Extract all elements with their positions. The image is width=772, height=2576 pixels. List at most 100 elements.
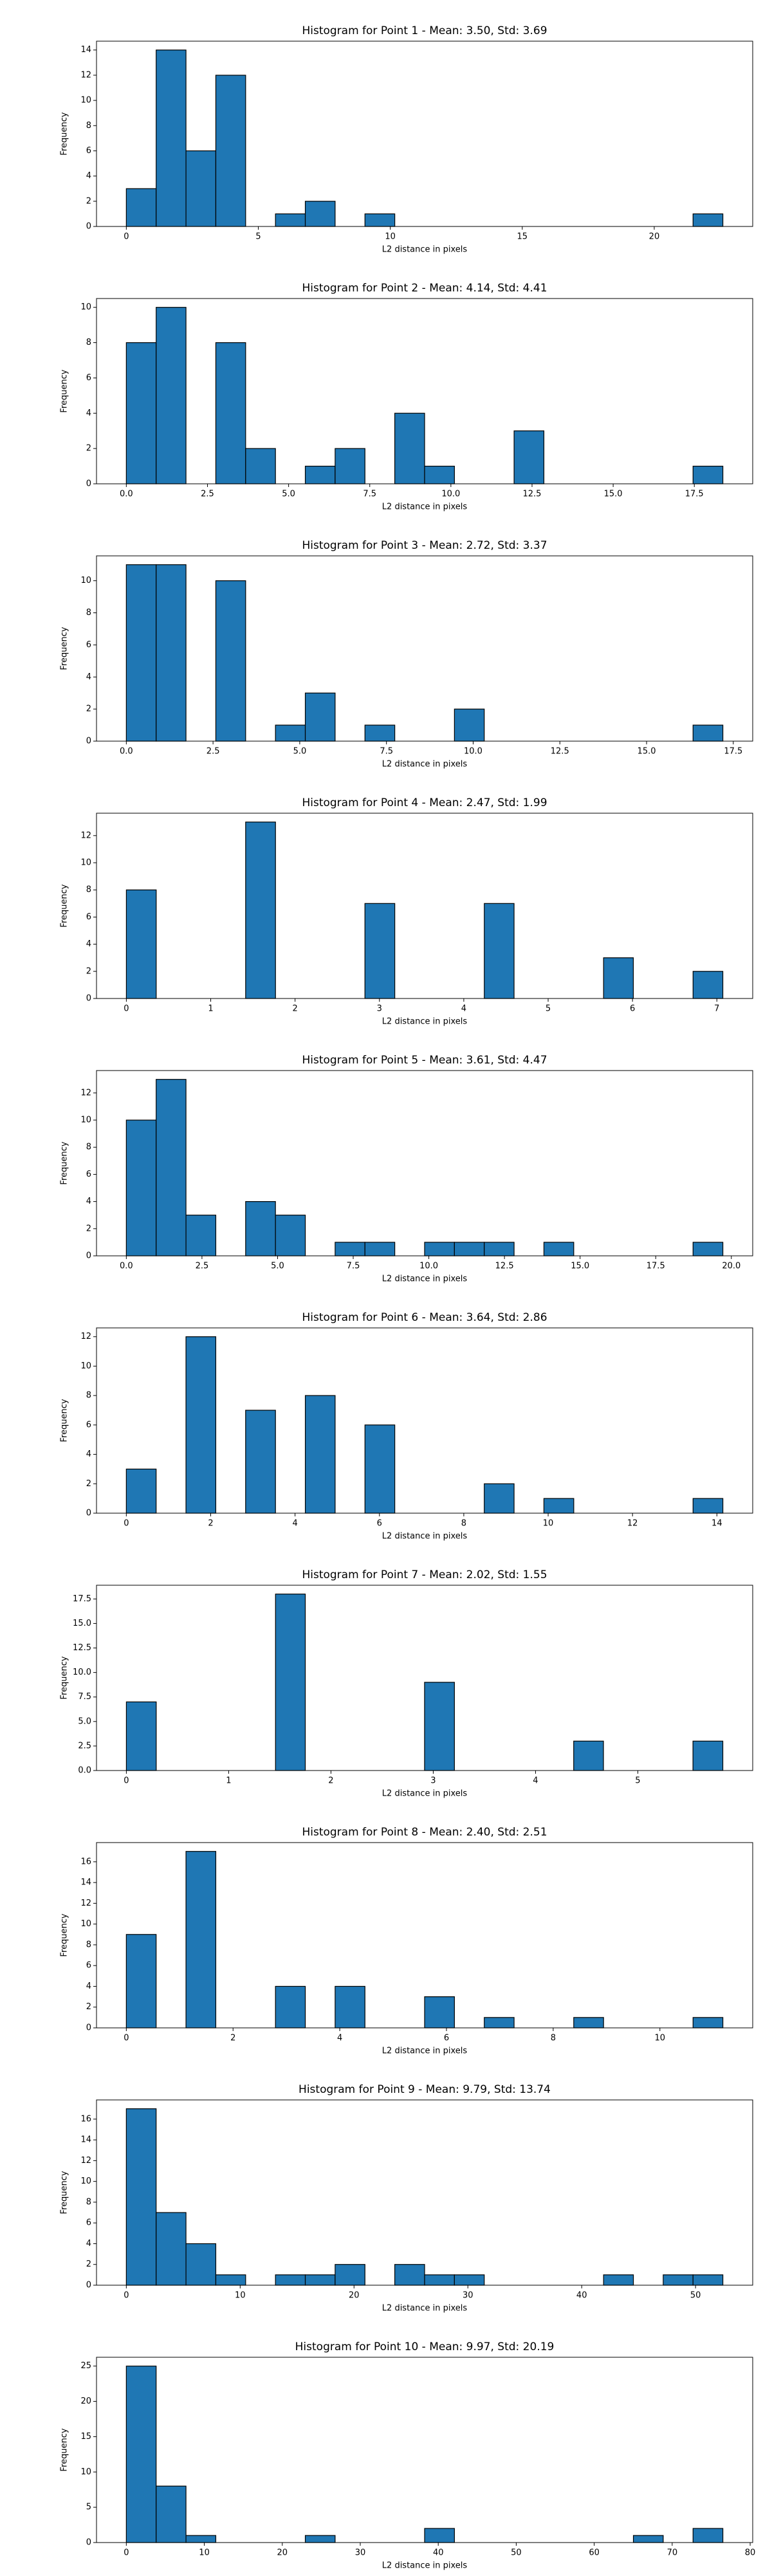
bar bbox=[125, 342, 157, 484]
bar bbox=[335, 1242, 365, 1256]
bar bbox=[335, 1985, 365, 2029]
y-axis-label: Frequency bbox=[60, 1399, 69, 1442]
chart-title: Histogram for Point 6 - Mean: 3.64, Std:… bbox=[302, 1311, 547, 1324]
bar bbox=[364, 903, 396, 999]
bar bbox=[304, 692, 336, 742]
x-tick-label: 5 bbox=[255, 232, 261, 242]
bar bbox=[185, 1336, 217, 1514]
x-tick-label: 60 bbox=[589, 2548, 600, 2558]
chart-title: Histogram for Point 5 - Mean: 3.61, Std:… bbox=[302, 1054, 547, 1067]
bar bbox=[454, 1242, 485, 1256]
y-tick-label: 25 bbox=[80, 2361, 91, 2371]
bar bbox=[125, 2108, 157, 2286]
bar bbox=[692, 2017, 724, 2029]
bar bbox=[692, 971, 724, 999]
y-axis-label: Frequency bbox=[60, 627, 69, 670]
x-tick-label: 5.0 bbox=[271, 1262, 284, 1271]
bar bbox=[632, 2535, 664, 2543]
y-tick-label: 12 bbox=[80, 2156, 91, 2166]
bar bbox=[692, 724, 724, 742]
y-tick-label: 10.0 bbox=[73, 1668, 91, 1677]
x-tick-label: 7.5 bbox=[380, 747, 393, 757]
bar bbox=[215, 580, 246, 742]
bar bbox=[125, 188, 157, 227]
y-tick-label: 2 bbox=[86, 1479, 91, 1489]
y-axis-label: Frequency bbox=[60, 369, 69, 412]
bar bbox=[424, 465, 455, 484]
y-tick-label: 4 bbox=[86, 2239, 91, 2249]
y-tick-label: 10 bbox=[80, 96, 91, 106]
bar bbox=[692, 1498, 724, 1514]
x-tick-label: 7.5 bbox=[347, 1262, 360, 1271]
x-tick-label: 5.0 bbox=[293, 747, 307, 757]
y-tick-label: 16 bbox=[80, 1857, 91, 1866]
bar bbox=[484, 2017, 515, 2029]
bar bbox=[692, 1740, 724, 1771]
y-tick-label: 6 bbox=[86, 1961, 91, 1971]
bar bbox=[394, 412, 425, 484]
bar bbox=[275, 1594, 306, 1771]
x-tick-label: 2.5 bbox=[196, 1262, 209, 1271]
x-tick-label: 2 bbox=[208, 1519, 213, 1529]
x-tick-label: 0 bbox=[124, 2291, 129, 2301]
bar bbox=[364, 1242, 396, 1256]
x-tick-label: 10.0 bbox=[464, 747, 482, 757]
bar bbox=[663, 2274, 694, 2286]
x-tick-label: 40 bbox=[433, 2548, 444, 2558]
x-tick-label: 12.5 bbox=[551, 747, 569, 757]
bar bbox=[304, 2274, 336, 2286]
y-tick-label: 10 bbox=[80, 2176, 91, 2186]
y-tick-label: 15 bbox=[80, 2432, 91, 2442]
y-axis-label: Frequency bbox=[60, 1656, 69, 1699]
bar bbox=[125, 564, 157, 742]
y-tick-label: 10 bbox=[80, 1116, 91, 1125]
chart-title: Histogram for Point 9 - Mean: 9.79, Std:… bbox=[299, 2083, 551, 2096]
x-tick-label: 17.5 bbox=[724, 747, 742, 757]
x-tick-label: 0 bbox=[124, 1519, 129, 1529]
x-tick-label: 3 bbox=[377, 1004, 382, 1014]
x-tick-label: 8 bbox=[551, 2034, 556, 2043]
y-tick-label: 6 bbox=[86, 640, 91, 650]
chart-title: Histogram for Point 4 - Mean: 2.47, Std:… bbox=[302, 796, 547, 809]
y-axis-label: Frequency bbox=[60, 1141, 69, 1184]
bar bbox=[275, 213, 306, 227]
y-tick-label: 14 bbox=[80, 1878, 91, 1888]
y-tick-label: 0 bbox=[86, 737, 91, 746]
bar bbox=[304, 2535, 336, 2543]
bar bbox=[215, 75, 246, 227]
y-tick-label: 14 bbox=[80, 2135, 91, 2145]
x-tick-label: 5.0 bbox=[282, 490, 295, 499]
x-tick-label: 0 bbox=[124, 2548, 129, 2558]
chart-title: Histogram for Point 1 - Mean: 3.50, Std:… bbox=[302, 24, 547, 37]
x-axis-label: L2 distance in pixels bbox=[382, 2561, 468, 2571]
axes-frame bbox=[96, 555, 753, 742]
y-tick-label: 12 bbox=[80, 831, 91, 840]
y-tick-label: 16 bbox=[80, 2114, 91, 2124]
bar bbox=[513, 430, 545, 484]
axes-frame bbox=[96, 2099, 753, 2286]
bar bbox=[245, 1201, 276, 1256]
y-tick-label: 15.0 bbox=[73, 1619, 91, 1628]
chart-title: Histogram for Point 8 - Mean: 2.40, Std:… bbox=[302, 1826, 547, 1839]
x-axis-label: L2 distance in pixels bbox=[382, 502, 468, 512]
chart-title: Histogram for Point 10 - Mean: 9.97, Std… bbox=[295, 2341, 555, 2353]
x-axis-label: L2 distance in pixels bbox=[382, 245, 468, 255]
bar bbox=[215, 2274, 246, 2286]
bar bbox=[573, 1740, 604, 1771]
y-axis-label: Frequency bbox=[60, 112, 69, 155]
y-tick-label: 8 bbox=[86, 1391, 91, 1401]
bar bbox=[364, 213, 396, 227]
y-tick-label: 8 bbox=[86, 885, 91, 895]
x-tick-label: 20 bbox=[349, 2291, 360, 2301]
bar bbox=[484, 1483, 515, 1514]
x-tick-label: 4 bbox=[533, 1776, 538, 1786]
bar bbox=[125, 1701, 157, 1771]
x-tick-label: 10.0 bbox=[441, 490, 460, 499]
x-tick-label: 3 bbox=[430, 1776, 436, 1786]
bar bbox=[185, 150, 217, 227]
bar bbox=[543, 1498, 574, 1514]
x-tick-label: 2 bbox=[328, 1776, 333, 1786]
bar bbox=[275, 1985, 306, 2029]
axes-frame bbox=[96, 813, 753, 999]
